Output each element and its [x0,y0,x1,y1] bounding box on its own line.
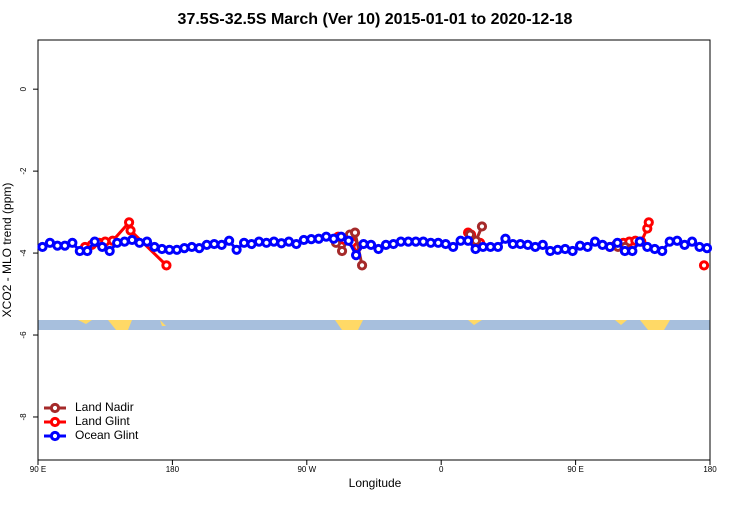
marker [373,243,384,255]
marker [492,241,504,253]
marker [125,225,136,236]
marker [343,235,354,246]
marker [627,245,638,257]
marker [104,245,115,257]
legend-marker [49,430,61,442]
y-tick-label: 0 [19,86,28,91]
marker [612,237,623,248]
y-tick-label: -6 [19,331,28,339]
x-tick-label: 90 E [567,465,583,474]
legend-label: Land Nadir [75,400,134,414]
marker [698,260,710,271]
marker [567,245,578,257]
marker [643,217,654,228]
marker [97,241,108,253]
marker [634,236,645,247]
marker [657,245,668,257]
marker [89,236,100,247]
y-tick-label: -4 [19,249,28,257]
x-tick-label: 90 E [30,465,46,474]
y-tick-label: -8 [19,413,28,421]
marker [537,239,548,250]
marker [349,227,361,238]
marker [604,241,616,253]
marker [336,231,347,242]
x-tick-label: 0 [439,465,444,474]
map-strip [38,320,710,330]
legend-marker [49,416,61,428]
y-tick-label: -2 [19,167,28,175]
marker [462,235,474,246]
legend-marker [49,402,61,414]
marker [37,241,48,253]
marker [672,235,683,246]
marker [231,244,242,255]
marker [141,236,153,247]
marker [365,239,377,250]
marker [67,237,78,248]
marker [701,243,713,254]
marker [123,217,135,228]
marker [470,235,482,246]
x-tick-label: 180 [703,465,717,474]
marker [476,221,488,232]
marker [336,245,348,257]
x-tick-label: 90 W [297,465,316,474]
legend-label: Ocean Glint [75,428,139,442]
marker [161,260,172,271]
marker [350,250,362,261]
x-tick-label: 180 [166,465,180,474]
marker [686,236,698,247]
y-axis-label: XCO2 - MLO trend (ppm) [0,183,14,318]
x-axis-label: Longitude [349,476,402,490]
marker [82,245,93,257]
legend-label: Land Glint [75,414,130,428]
marker [291,238,302,250]
marker [356,260,368,271]
marker [582,241,593,253]
marker [216,239,227,250]
marker [224,235,235,246]
marker [500,233,511,244]
chart-title: 37.5S-32.5S March (Ver 10) 2015-01-01 to… [178,11,573,28]
marker [448,241,459,253]
